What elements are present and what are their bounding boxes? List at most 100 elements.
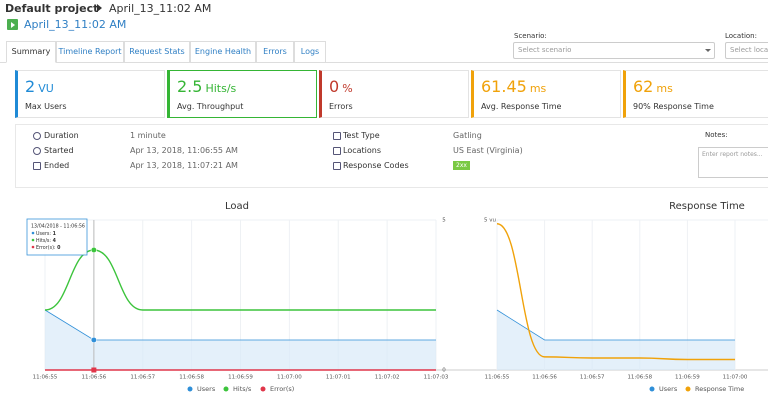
series-line [496, 223, 735, 361]
tooltip-title: 13/04/2018 - 11:06:56 [31, 224, 85, 230]
report-title: April_13_11:02 AM [24, 18, 127, 31]
detail-value: US East (Virginia) [453, 146, 523, 155]
legend-label: Hits/s [233, 385, 252, 393]
x-tick-label: 11:07:03 [424, 375, 449, 381]
detail-label: Locations [343, 146, 382, 155]
kpi-unit: VU [38, 82, 54, 95]
legend-swatch [649, 386, 655, 392]
x-tick-label: 11:07:01 [326, 375, 351, 381]
kpi-card: 61.45 ms Avg. Response Time [471, 70, 621, 118]
kpi-label: Errors [329, 102, 353, 111]
tabs-line [0, 62, 768, 63]
x-tick-label: 11:07:00 [277, 375, 302, 381]
legend-swatch [260, 386, 266, 392]
series-line [44, 309, 436, 341]
detail-value: Apr 13, 2018, 11:06:55 AM [130, 146, 238, 155]
tab[interactable]: Summary [6, 41, 56, 63]
y-tick-label: 5 [442, 218, 446, 224]
location-placeholder: Select location [730, 46, 768, 54]
notes-placeholder: Enter report notes... [702, 151, 763, 158]
x-tick-label: 11:07:00 [723, 375, 748, 381]
tooltip-item: Hits/s: 4 [36, 238, 57, 244]
kpi-value: 2 VU [25, 77, 54, 96]
x-tick-label: 11:07:02 [375, 375, 400, 381]
tooltip-item-value: 1 [53, 231, 56, 237]
detail-label: Ended [44, 161, 70, 170]
response-code-badge: 2xx [453, 161, 470, 170]
tooltip-item-name: Error(s): [36, 245, 57, 251]
tooltip-dot [31, 238, 35, 242]
scenario-select[interactable]: Select scenario [513, 42, 715, 59]
chart-title: Load [225, 201, 249, 212]
kpi-value: 0% [329, 77, 353, 96]
x-tick-label: 11:06:57 [130, 375, 155, 381]
kpi-unit: Hits/s [205, 82, 237, 95]
legend-swatch [685, 386, 691, 392]
kpi-card: 2.5 Hits/s Avg. Throughput [167, 70, 317, 118]
detail-icon [333, 147, 341, 155]
kpi-label: Max Users [25, 102, 67, 111]
detail-value: Gatling [453, 131, 482, 140]
scenario-label: Scenario: [514, 32, 547, 40]
legend-label: Error(s) [270, 385, 294, 393]
kpi-unit: ms [656, 82, 673, 95]
legend-label: Users [197, 385, 216, 393]
run-icon-arrow [11, 22, 15, 28]
project-link[interactable]: Default project [5, 2, 99, 15]
kpi-card: 0% Errors [319, 70, 469, 118]
hover-marker [90, 246, 97, 254]
detail-icon [33, 132, 41, 140]
tooltip-item-value: 0 [57, 245, 61, 251]
kpi-label: Avg. Throughput [177, 102, 244, 111]
tooltip-item: Error(s): 0 [36, 245, 61, 251]
location-select[interactable]: Select location [725, 42, 768, 59]
tooltip-item: Users: 1 [36, 231, 56, 237]
x-tick-label: 11:06:56 [532, 375, 557, 381]
detail-icon [333, 132, 341, 140]
tooltip-dot [31, 245, 35, 249]
detail-label: Started [44, 146, 74, 155]
detail-label: Response Codes [343, 161, 409, 170]
notes-label: Notes: [705, 131, 728, 139]
detail-icon [33, 162, 41, 170]
kpi-value: 2.5 Hits/s [177, 77, 237, 96]
legend-label: Users [659, 385, 678, 393]
kpi-unit: % [342, 82, 353, 95]
detail-icon [33, 147, 41, 155]
tab[interactable]: Request Stats [124, 41, 190, 63]
x-tick-label: 11:06:59 [228, 375, 253, 381]
details-panel: Duration 1 minute Started Apr 13, 2018, 11:… [15, 124, 768, 188]
detail-label: Test Type [343, 131, 380, 140]
x-tick-label: 11:06:56 [82, 375, 107, 381]
select-caret [705, 49, 711, 52]
kpi-unit: ms [529, 82, 547, 95]
tab[interactable]: Timeline Report [56, 41, 124, 63]
tooltip-dot [31, 231, 35, 235]
notes-input[interactable]: Enter report notes... [698, 147, 768, 178]
tooltip-item-name: Users: [36, 231, 53, 237]
x-tick-label: 11:06:57 [580, 375, 605, 381]
hover-marker [91, 367, 97, 373]
legend-swatch [223, 386, 229, 392]
kpi-card: 2 VU Max Users [15, 70, 165, 118]
report-crumb: April_13_11:02 AM [109, 2, 212, 15]
x-tick-label: 11:06:58 [179, 375, 204, 381]
scenario-placeholder: Select scenario [518, 46, 572, 54]
detail-label: Duration [44, 131, 79, 140]
tab[interactable]: Engine Health [190, 41, 256, 63]
x-tick-label: 11:06:55 [33, 375, 58, 381]
chart-title: Response Time [669, 201, 745, 212]
legend-swatch [187, 386, 193, 392]
tab[interactable]: Errors [256, 41, 294, 63]
location-label: Location: [725, 32, 757, 40]
tab[interactable]: Logs [294, 41, 326, 63]
kpi-value: 62 ms [633, 77, 673, 96]
tooltip-item-value: 4 [53, 238, 57, 244]
x-tick-label: 11:06:58 [627, 375, 652, 381]
x-tick-label: 11:06:59 [675, 375, 700, 381]
x-tick-label: 11:06:55 [485, 375, 510, 381]
tooltip-item-name: Hits/s: [36, 238, 53, 244]
breadcrumb-arrow [97, 4, 102, 12]
